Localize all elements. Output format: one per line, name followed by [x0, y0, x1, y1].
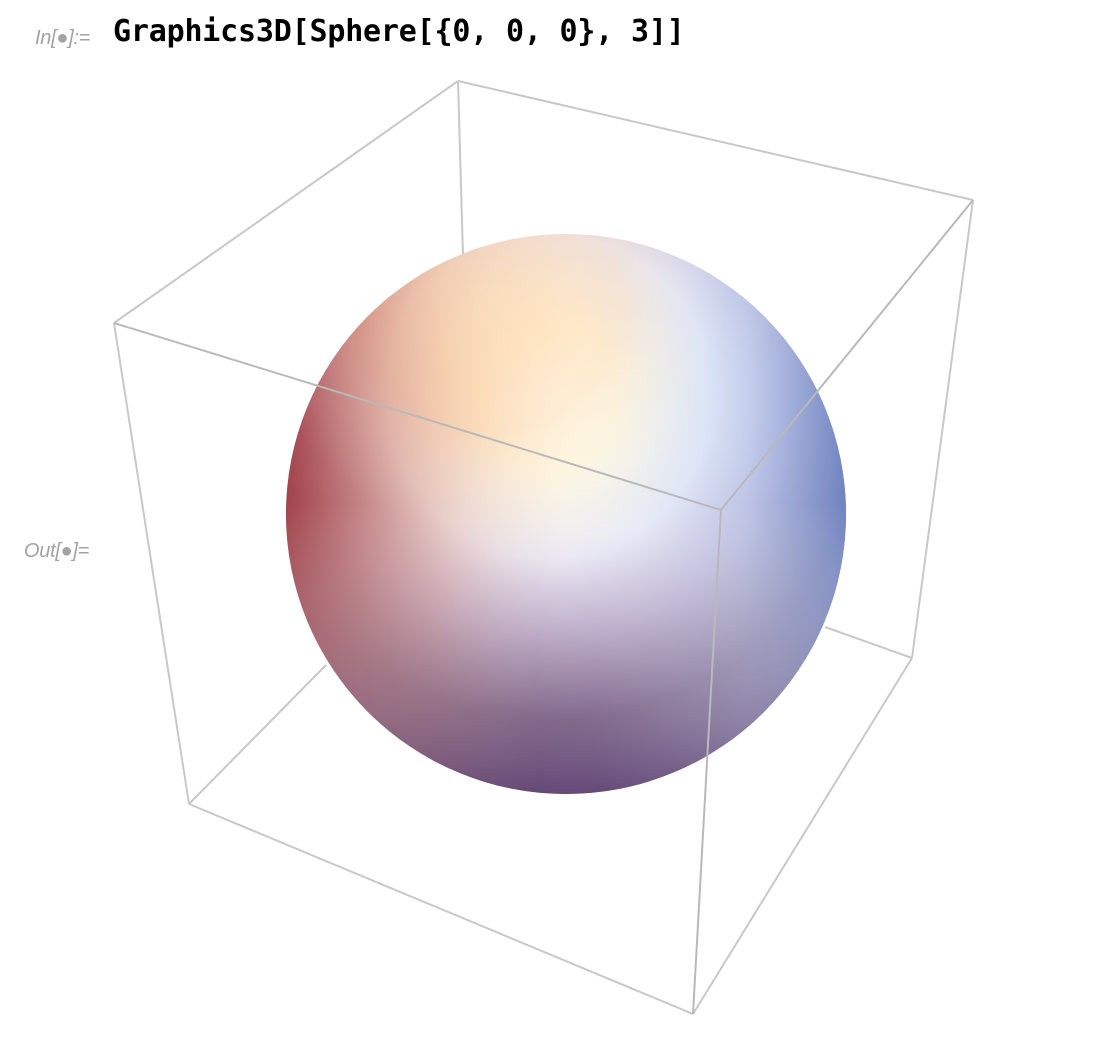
sphere	[286, 234, 846, 794]
input-code[interactable]: Graphics3D[Sphere[{0, 0, 0}, 3]]	[113, 14, 685, 49]
output-cell-label: Out[●]=	[24, 540, 90, 562]
input-cell-label: In[●]:=	[35, 27, 91, 49]
bounding-box-front	[113, 199, 974, 1015]
bounding-box-back	[113, 80, 974, 1015]
